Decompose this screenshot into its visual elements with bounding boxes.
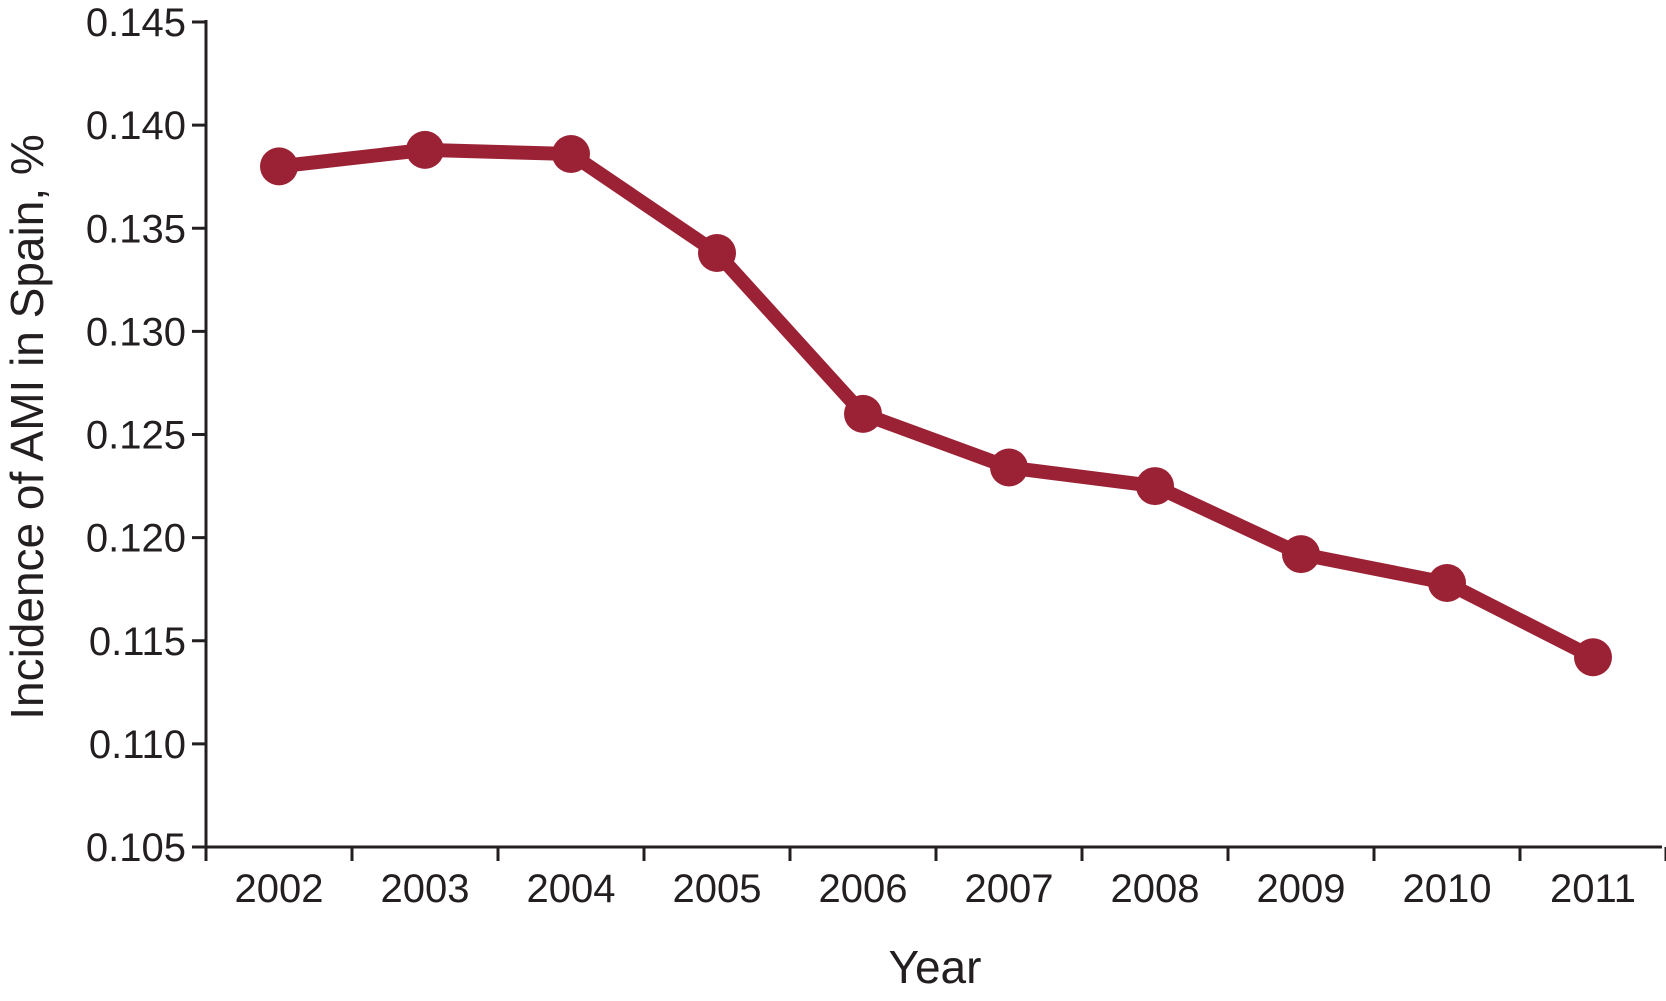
y-tick-label: 0.145 [86,1,186,45]
x-axis-title: Year [889,941,982,993]
x-tick-label: 2008 [1111,867,1200,911]
x-tick-label: 2003 [381,867,470,911]
x-tick-label: 2011 [1550,867,1636,911]
x-tick-label: 2010 [1403,867,1492,911]
y-tick-label: 0.125 [86,414,186,458]
data-point [1574,638,1612,677]
y-axis-title: Incidence of AMI in Spain, % [1,134,53,720]
data-point [698,234,736,272]
y-tick-label: 0.120 [86,517,186,561]
series-line [272,142,1600,665]
y-tick-label: 0.105 [86,826,186,870]
data-point [1136,467,1174,506]
data-point [844,394,882,433]
data-point [1282,535,1320,574]
series-group [260,130,1612,677]
x-axis: 2002 2003 2004 2005 2006 2007 2008 2009 2010 2011 [204,845,1666,911]
data-point [552,135,590,173]
x-tick-label: 2007 [965,867,1054,911]
y-tick-label: 0.115 [89,620,186,664]
x-tick-label: 2005 [673,867,762,911]
y-tick-label: 0.110 [89,723,186,767]
y-tick-label: 0.135 [86,207,186,251]
y-axis: 0.105 0.110 0.115 0.120 0.125 0.130 0.135 0.140… [86,1,208,870]
data-point [990,448,1028,487]
x-tick-label: 2004 [527,867,616,911]
data-point [406,130,444,169]
x-tick-label: 2002 [235,867,324,911]
data-point [260,147,298,186]
x-tick-label: 2006 [819,867,908,911]
y-tick-label: 0.130 [86,310,186,354]
x-tick-label: 2009 [1257,867,1346,911]
y-tick-label: 0.140 [86,104,186,148]
data-point [1428,564,1466,602]
